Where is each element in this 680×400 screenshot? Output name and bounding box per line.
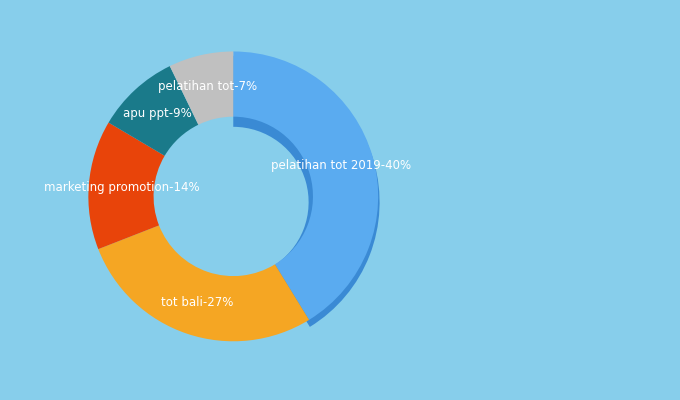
Text: marketing promotion-14%: marketing promotion-14% (44, 181, 199, 194)
Wedge shape (170, 52, 233, 125)
Wedge shape (88, 122, 165, 249)
Wedge shape (99, 225, 309, 341)
Text: pelatihan tot-7%: pelatihan tot-7% (158, 80, 258, 94)
Text: apu ppt-9%: apu ppt-9% (123, 107, 192, 120)
Wedge shape (233, 52, 378, 320)
Text: pelatihan tot 2019-40%: pelatihan tot 2019-40% (271, 159, 411, 172)
Wedge shape (233, 56, 379, 327)
Text: tot bali-27%: tot bali-27% (161, 296, 234, 309)
Wedge shape (109, 66, 199, 156)
